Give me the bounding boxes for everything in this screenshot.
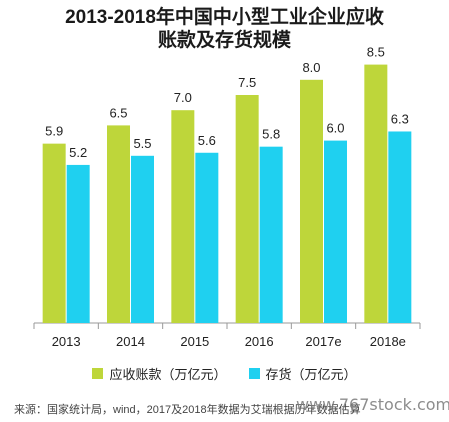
source-note: 来源：国家统计局，wind，2017及2018年数据为艾瑞根据历年数据估算 xyxy=(14,404,361,416)
watermark: www.767stock.com xyxy=(296,395,449,414)
bar-inventory xyxy=(195,152,219,323)
bar-inventory xyxy=(66,164,90,323)
bar-inventory xyxy=(259,146,283,323)
data-label-receivables: 7.5 xyxy=(238,75,256,90)
legend-swatch-inventory xyxy=(248,368,260,379)
data-label-inventory: 5.2 xyxy=(69,145,87,160)
data-label-inventory: 5.5 xyxy=(133,136,151,151)
data-label-inventory: 6.0 xyxy=(326,121,344,136)
legend-swatch-receivables xyxy=(92,368,104,379)
x-tick-label: 2017e xyxy=(305,334,341,349)
data-label-receivables: 5.9 xyxy=(45,124,63,139)
data-label-receivables: 6.5 xyxy=(109,105,127,120)
legend-item-inventory: 存货（万亿元） xyxy=(248,364,357,383)
bar-inventory xyxy=(324,140,347,323)
bar-inventory xyxy=(388,131,412,323)
legend-label-inventory: 存货（万亿元） xyxy=(265,367,357,382)
chart-title-line-2: 账款及存货规模 xyxy=(157,30,291,51)
data-label-receivables: 8.5 xyxy=(367,45,385,60)
x-tick-label: 2016 xyxy=(245,334,274,349)
chart-legend: 应收账款（万亿元） 存货（万亿元） xyxy=(0,364,449,383)
bar-receivables xyxy=(42,143,66,323)
bar-receivables xyxy=(235,95,259,323)
bar-receivables xyxy=(171,110,195,323)
chart-title: 2013-2018年中国中小型工业企业应收 账款及存货规模 xyxy=(0,6,449,52)
legend-item-receivables: 应收账款（万亿元） xyxy=(92,364,227,383)
x-tick-label: 2014 xyxy=(116,334,145,349)
legend-label-receivables: 应收账款（万亿元） xyxy=(109,367,227,382)
data-label-inventory: 5.6 xyxy=(198,133,216,148)
bar-receivables xyxy=(300,79,323,323)
data-label-receivables: 8.0 xyxy=(302,60,320,75)
x-tick-label: 2015 xyxy=(180,334,209,349)
data-label-inventory: 6.3 xyxy=(391,111,409,126)
bar-receivables xyxy=(107,125,130,324)
x-tick-label: 2013 xyxy=(52,334,81,349)
bar-receivables xyxy=(364,64,388,323)
chart-title-line-1: 2013-2018年中国中小型工业企业应收 xyxy=(65,7,384,28)
x-tick-label: 2018e xyxy=(370,334,406,349)
bar-inventory xyxy=(131,155,154,323)
data-label-receivables: 7.0 xyxy=(174,90,192,105)
data-label-inventory: 5.8 xyxy=(262,127,280,142)
